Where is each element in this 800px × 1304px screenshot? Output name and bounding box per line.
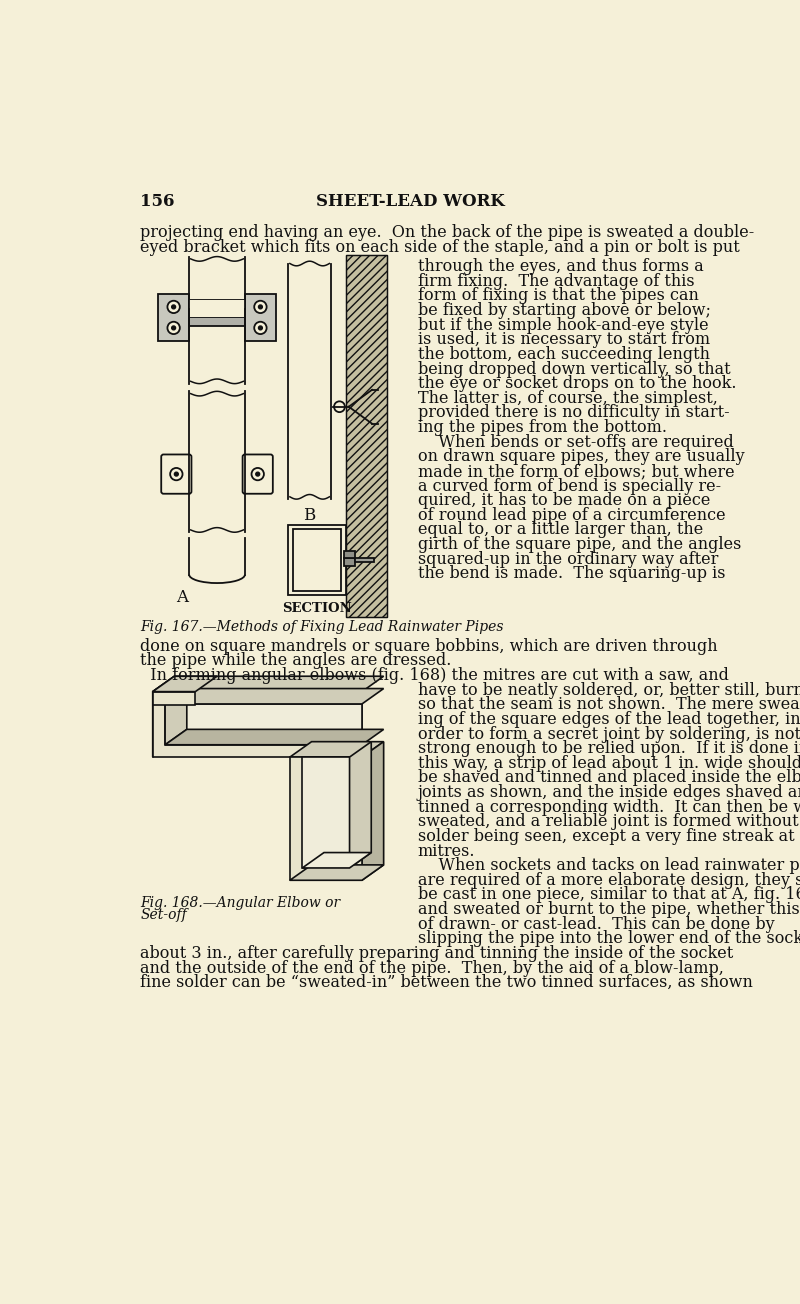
Bar — [344, 550, 355, 558]
Bar — [293, 529, 341, 591]
Text: girth of the square pipe, and the angles: girth of the square pipe, and the angles — [418, 536, 741, 553]
Text: be shaved and tinned and placed inside the elbow: be shaved and tinned and placed inside t… — [418, 769, 800, 786]
Circle shape — [254, 322, 266, 334]
Text: a curved form of bend is specially re-: a curved form of bend is specially re- — [418, 477, 721, 494]
Circle shape — [172, 326, 175, 330]
Text: When bends or set-offs are required: When bends or set-offs are required — [418, 434, 734, 451]
Text: squared-up in the ordinary way after: squared-up in the ordinary way after — [418, 550, 718, 567]
Text: the eye or socket drops on to the hook.: the eye or socket drops on to the hook. — [418, 376, 736, 393]
Polygon shape — [153, 677, 384, 691]
Text: B: B — [303, 507, 316, 524]
Text: A: A — [176, 589, 188, 606]
Circle shape — [174, 472, 178, 476]
Text: projecting end having an eye.  On the back of the pipe is sweated a double-: projecting end having an eye. On the bac… — [140, 224, 754, 241]
Circle shape — [172, 305, 175, 309]
Bar — [245, 293, 276, 342]
Text: done on square mandrels or square bobbins, which are driven through: done on square mandrels or square bobbin… — [140, 638, 718, 655]
Text: the pipe while the angles are dressed.: the pipe while the angles are dressed. — [140, 652, 452, 669]
Text: ing of the square edges of the lead together, in: ing of the square edges of the lead toge… — [418, 711, 800, 728]
Text: solder being seen, except a very fine streak at the: solder being seen, except a very fine st… — [418, 828, 800, 845]
Text: through the eyes, and thus forms a: through the eyes, and thus forms a — [418, 258, 703, 275]
FancyBboxPatch shape — [162, 455, 191, 494]
Polygon shape — [302, 853, 371, 868]
Text: is used, it is necessary to start from: is used, it is necessary to start from — [418, 331, 710, 348]
Bar — [288, 524, 346, 596]
Bar — [302, 758, 350, 868]
Text: mitres.: mitres. — [418, 842, 475, 859]
Polygon shape — [362, 742, 384, 880]
FancyBboxPatch shape — [242, 455, 273, 494]
Text: order to form a secret joint by soldering, is not: order to form a secret joint by solderin… — [418, 725, 800, 742]
Text: of drawn- or cast-lead.  This can be done by: of drawn- or cast-lead. This can be done… — [418, 915, 774, 932]
Text: made in the form of elbows; but where: made in the form of elbows; but where — [418, 463, 734, 480]
Text: SHEET-LEAD WORK: SHEET-LEAD WORK — [316, 193, 504, 210]
Polygon shape — [165, 689, 187, 745]
Bar — [158, 293, 189, 342]
Polygon shape — [290, 742, 384, 758]
Text: In forming angular elbows (fig. 168) the mitres are cut with a saw, and: In forming angular elbows (fig. 168) the… — [140, 666, 729, 685]
Polygon shape — [350, 742, 371, 868]
Bar — [189, 300, 245, 309]
Bar — [346, 256, 386, 617]
Text: ing the pipes from the bottom.: ing the pipes from the bottom. — [418, 419, 666, 436]
Circle shape — [256, 472, 260, 476]
Bar — [344, 558, 355, 566]
Bar — [189, 300, 245, 317]
Bar — [153, 691, 362, 758]
Text: Fig. 168.—Angular Elbow or: Fig. 168.—Angular Elbow or — [140, 896, 341, 910]
Text: eyed bracket which fits on each side of the staple, and a pin or bolt is put: eyed bracket which fits on each side of … — [140, 239, 740, 256]
Text: tinned a corresponding width.  It can then be well: tinned a corresponding width. It can the… — [418, 798, 800, 816]
Text: The latter is, of course, the simplest,: The latter is, of course, the simplest, — [418, 390, 718, 407]
Text: on drawn square pipes, they are usually: on drawn square pipes, they are usually — [418, 449, 744, 466]
Bar — [189, 317, 245, 326]
Bar — [355, 558, 374, 562]
Text: about 3 in., after carefully preparing and tinning the inside of the socket: about 3 in., after carefully preparing a… — [140, 945, 734, 962]
Bar — [153, 691, 195, 705]
Circle shape — [254, 301, 266, 313]
Text: and sweated or burnt to the pipe, whether this is: and sweated or burnt to the pipe, whethe… — [418, 901, 800, 918]
Circle shape — [167, 301, 180, 313]
Text: being dropped down vertically, so that: being dropped down vertically, so that — [418, 360, 730, 378]
Text: have to be neatly soldered, or, better still, burnt,: have to be neatly soldered, or, better s… — [418, 682, 800, 699]
Text: When sockets and tacks on lead rainwater pipes: When sockets and tacks on lead rainwater… — [418, 857, 800, 874]
Text: firm fixing.  The advantage of this: firm fixing. The advantage of this — [418, 273, 694, 289]
Text: 156: 156 — [140, 193, 175, 210]
Text: form of fixing is that the pipes can: form of fixing is that the pipes can — [418, 287, 698, 304]
Text: the bend is made.  The squaring-up is: the bend is made. The squaring-up is — [418, 566, 726, 583]
Polygon shape — [153, 677, 217, 691]
Polygon shape — [153, 677, 174, 758]
Text: are required of a more elaborate design, they should: are required of a more elaborate design,… — [418, 872, 800, 889]
Text: be fixed by starting above or below;: be fixed by starting above or below; — [418, 303, 710, 319]
Text: Set-off: Set-off — [140, 908, 187, 922]
Text: be cast in one piece, similar to that at A, fig. 169,: be cast in one piece, similar to that at… — [418, 887, 800, 904]
Text: slipping the pipe into the lower end of the socket: slipping the pipe into the lower end of … — [418, 930, 800, 947]
Text: strong enough to be relied upon.  If it is done in: strong enough to be relied upon. If it i… — [418, 741, 800, 758]
Polygon shape — [165, 729, 384, 745]
Polygon shape — [290, 865, 384, 880]
Circle shape — [167, 322, 180, 334]
Text: joints as shown, and the inside edges shaved and: joints as shown, and the inside edges sh… — [418, 784, 800, 801]
Circle shape — [258, 326, 262, 330]
Text: Fig. 167.—Methods of Fixing Lead Rainwater Pipes: Fig. 167.—Methods of Fixing Lead Rainwat… — [140, 619, 504, 634]
Text: SECTION: SECTION — [282, 601, 352, 614]
Text: so that the seam is not shown.  The mere sweat-: so that the seam is not shown. The mere … — [418, 696, 800, 713]
Bar — [346, 256, 386, 617]
Circle shape — [251, 468, 264, 480]
Circle shape — [334, 402, 345, 412]
Text: of round lead pipe of a circumference: of round lead pipe of a circumference — [418, 507, 726, 524]
Text: and the outside of the end of the pipe.  Then, by the aid of a blow-lamp,: and the outside of the end of the pipe. … — [140, 960, 724, 977]
Text: the bottom, each succeeding length: the bottom, each succeeding length — [418, 346, 710, 363]
Circle shape — [258, 305, 262, 309]
Polygon shape — [165, 689, 384, 704]
Bar — [165, 704, 362, 745]
Text: but if the simple hook-and-eye style: but if the simple hook-and-eye style — [418, 317, 708, 334]
Text: quired, it has to be made on a piece: quired, it has to be made on a piece — [418, 492, 710, 509]
Text: equal to, or a little larger than, the: equal to, or a little larger than, the — [418, 522, 703, 539]
Text: provided there is no difficulty in start-: provided there is no difficulty in start… — [418, 404, 730, 421]
Bar — [290, 758, 362, 880]
Text: this way, a strip of lead about 1 in. wide should: this way, a strip of lead about 1 in. wi… — [418, 755, 800, 772]
Circle shape — [170, 468, 182, 480]
Text: fine solder can be “sweated-in” between the two tinned surfaces, as shown: fine solder can be “sweated-in” between … — [140, 974, 753, 991]
Text: sweated, and a reliable joint is formed without any: sweated, and a reliable joint is formed … — [418, 814, 800, 831]
